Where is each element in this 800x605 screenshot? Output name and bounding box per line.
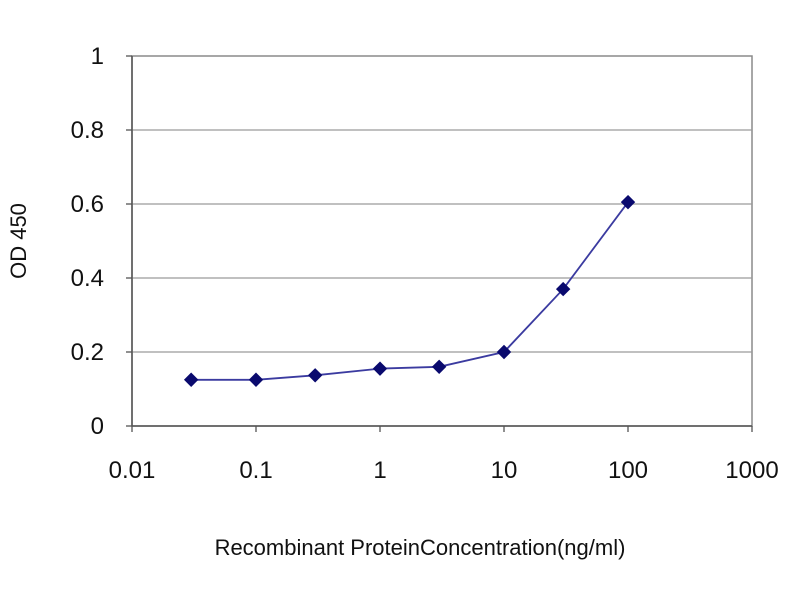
data-point-0-4 xyxy=(431,359,447,375)
y-tick-label-5: 1 xyxy=(91,43,104,70)
data-point-0-0 xyxy=(183,372,199,387)
data-point-0-6 xyxy=(555,281,571,297)
series-layer xyxy=(183,194,636,387)
x-tick-label-0: 0.01 xyxy=(109,457,156,484)
data-point-0-2 xyxy=(307,368,323,383)
series-line-0 xyxy=(191,201,629,381)
x-tick-label-1: 0.1 xyxy=(239,457,272,484)
y-tick-label-4: 0.8 xyxy=(71,117,104,144)
x-tick-label-2: 1 xyxy=(373,457,386,484)
data-point-0-5 xyxy=(496,344,512,360)
y-tick-label-1: 0.2 xyxy=(71,339,104,366)
x-tick-label-3: 10 xyxy=(491,457,518,484)
y-tick-label-3: 0.6 xyxy=(71,191,104,218)
x-tick-label-4: 100 xyxy=(608,457,648,484)
y-tick-label-2: 0.4 xyxy=(71,265,104,292)
data-point-0-1 xyxy=(248,372,264,387)
tick-labels: 0 0.2 0.4 0.6 0.8 1 0.01 0.1 1 10 100 1000 xyxy=(71,43,779,484)
axes xyxy=(126,55,753,432)
x-axis-title: Recombinant ProteinConcentration(ng/ml) xyxy=(215,535,626,560)
y-tick-label-0: 0 xyxy=(91,413,104,440)
y-axis-title: OD 450 xyxy=(6,203,31,279)
data-point-0-3 xyxy=(372,361,388,376)
gridlines xyxy=(132,129,752,353)
data-point-0-7 xyxy=(620,194,636,210)
x-tick-label-5: 1000 xyxy=(725,457,778,484)
